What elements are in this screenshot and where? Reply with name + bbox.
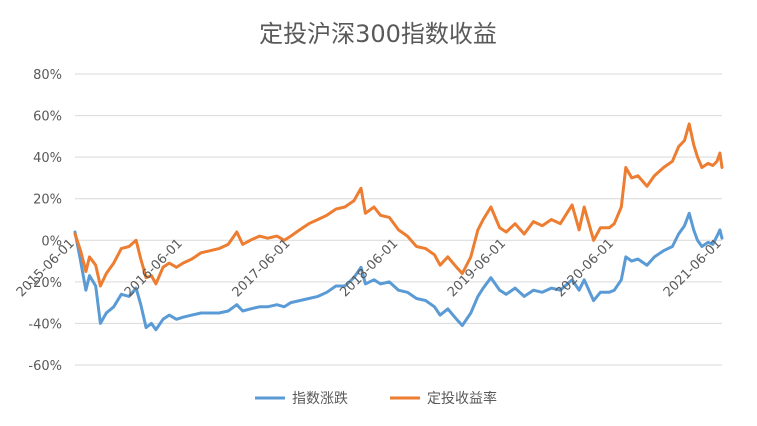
series-group: [73, 122, 724, 332]
y-tick-label: 80%: [33, 68, 62, 83]
y-tick-label: 40%: [33, 151, 62, 166]
legend-label-2: 定投收益率: [427, 390, 497, 407]
x-tick-label: 2017-06-01: [230, 236, 294, 300]
y-tick-label: -40%: [28, 317, 62, 332]
x-tick-label: 2020-06-01: [553, 236, 617, 300]
grid-lines: [75, 73, 722, 366]
y-tick-label: -20%: [28, 276, 62, 291]
legend: 指数涨跌 定投收益率: [255, 390, 497, 407]
x-axis: 2015-06-01 2016-06-01 2017-06-01 2018-06-01…: [14, 236, 725, 300]
y-tick-label: 0%: [41, 234, 62, 249]
x-tick-label: 2018-06-01: [337, 236, 401, 300]
series-line-2: [73, 122, 724, 288]
series-line-1: [73, 211, 724, 332]
legend-label-1: 指数涨跌: [292, 391, 348, 407]
chart-title: 定投沪深300指数收益: [259, 20, 497, 48]
y-tick-label: -60%: [28, 359, 62, 374]
y-tick-label: 60%: [33, 110, 62, 125]
y-tick-label: 20%: [33, 193, 62, 208]
y-axis: -60% -40% -20% 0% 20% 40% 60% 80%: [28, 68, 62, 374]
